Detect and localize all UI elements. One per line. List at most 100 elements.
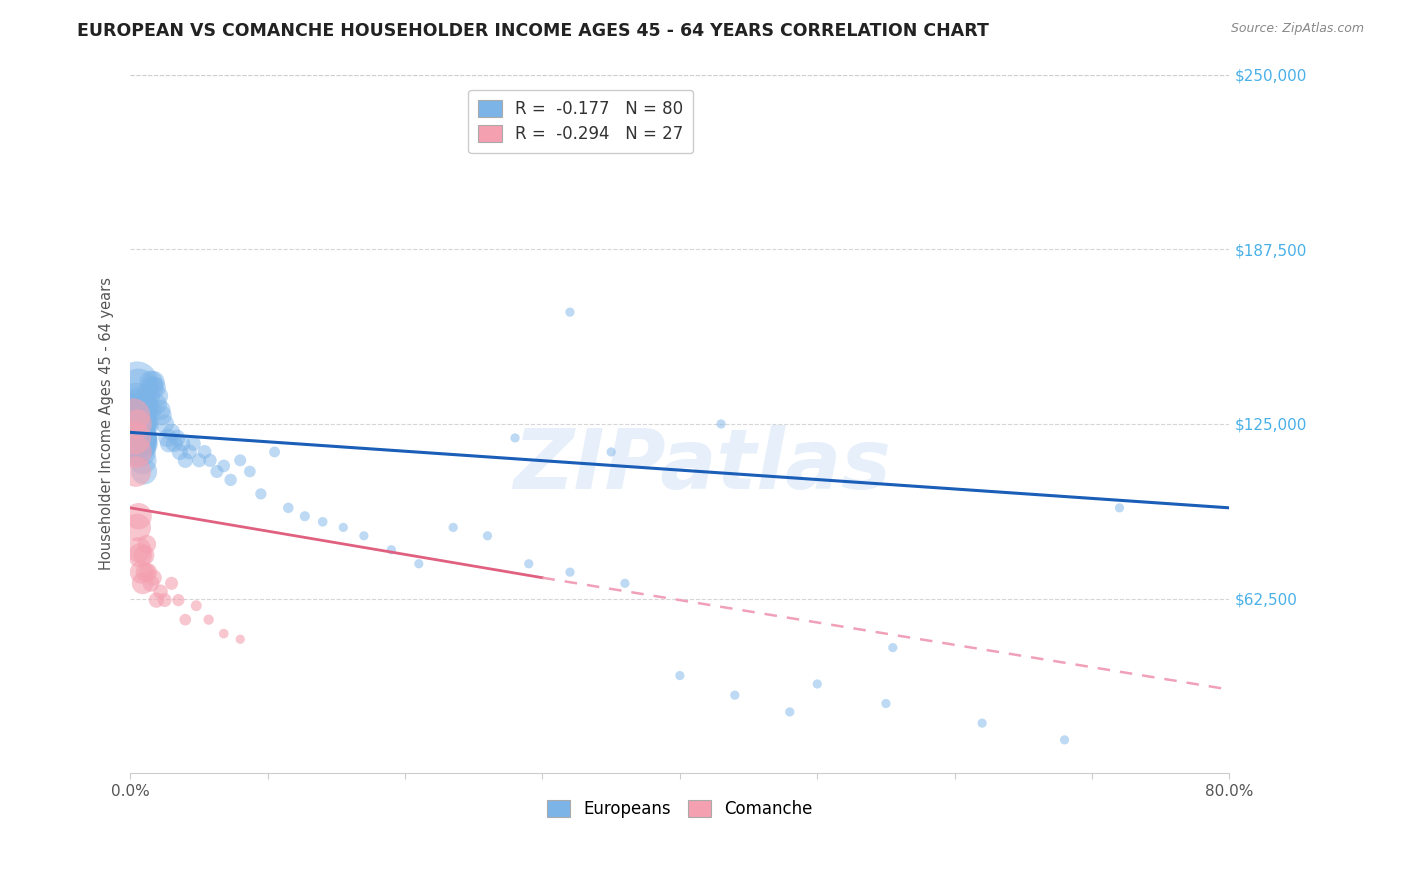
Point xyxy=(128,431,150,445)
Point xyxy=(174,613,197,627)
Point xyxy=(150,409,173,423)
Point xyxy=(183,436,205,450)
Point xyxy=(128,542,150,557)
Point xyxy=(145,593,167,607)
Point xyxy=(558,565,581,579)
Point xyxy=(131,453,153,467)
Point xyxy=(229,632,252,647)
Point xyxy=(380,542,402,557)
Point xyxy=(517,557,540,571)
Point xyxy=(174,453,197,467)
Point xyxy=(193,445,215,459)
Point xyxy=(277,500,299,515)
Text: ZIPatlas: ZIPatlas xyxy=(513,425,891,507)
Point xyxy=(600,445,623,459)
Point xyxy=(129,436,152,450)
Point xyxy=(132,465,155,479)
Point xyxy=(139,576,162,591)
Point xyxy=(128,409,150,423)
Point xyxy=(124,431,146,445)
Point xyxy=(179,445,201,459)
Point xyxy=(188,453,211,467)
Point xyxy=(135,417,157,431)
Point xyxy=(972,716,994,731)
Point xyxy=(172,436,194,450)
Point xyxy=(122,417,145,431)
Point xyxy=(153,417,176,431)
Point xyxy=(129,417,152,431)
Point xyxy=(169,445,191,459)
Point xyxy=(882,640,904,655)
Text: EUROPEAN VS COMANCHE HOUSEHOLDER INCOME AGES 45 - 64 YEARS CORRELATION CHART: EUROPEAN VS COMANCHE HOUSEHOLDER INCOME … xyxy=(77,22,990,40)
Point xyxy=(149,403,172,417)
Point xyxy=(166,431,188,445)
Point xyxy=(160,576,183,591)
Point xyxy=(132,431,155,445)
Point xyxy=(669,668,692,682)
Point xyxy=(125,397,148,411)
Point xyxy=(127,417,149,431)
Point xyxy=(124,409,146,423)
Point xyxy=(153,593,176,607)
Point xyxy=(125,445,148,459)
Point xyxy=(477,529,499,543)
Point xyxy=(1108,500,1130,515)
Point xyxy=(197,613,219,627)
Point xyxy=(129,549,152,563)
Point xyxy=(131,417,153,431)
Point xyxy=(142,375,165,389)
Point xyxy=(138,403,160,417)
Point xyxy=(212,626,235,640)
Point xyxy=(710,417,733,431)
Point xyxy=(239,465,262,479)
Point xyxy=(558,305,581,319)
Point xyxy=(135,537,157,551)
Point xyxy=(212,458,235,473)
Point xyxy=(134,565,156,579)
Point xyxy=(149,584,172,599)
Point xyxy=(127,375,149,389)
Point xyxy=(806,677,828,691)
Point xyxy=(441,520,464,534)
Point xyxy=(311,515,333,529)
Point xyxy=(724,688,747,702)
Point xyxy=(128,381,150,395)
Point xyxy=(142,571,165,585)
Point xyxy=(332,520,354,534)
Point xyxy=(779,705,801,719)
Point xyxy=(143,381,166,395)
Point xyxy=(198,453,221,467)
Point xyxy=(294,509,316,524)
Point xyxy=(141,381,163,395)
Point xyxy=(131,445,153,459)
Point xyxy=(127,403,149,417)
Point xyxy=(250,487,273,501)
Legend: Europeans, Comanche: Europeans, Comanche xyxy=(540,793,820,824)
Point xyxy=(136,565,159,579)
Point xyxy=(127,520,149,534)
Point xyxy=(205,465,228,479)
Point xyxy=(219,473,242,487)
Point xyxy=(127,417,149,431)
Point xyxy=(134,436,156,450)
Text: Source: ZipAtlas.com: Source: ZipAtlas.com xyxy=(1230,22,1364,36)
Point xyxy=(134,403,156,417)
Point xyxy=(163,436,186,450)
Point xyxy=(136,389,159,403)
Point xyxy=(1053,732,1076,747)
Point xyxy=(408,557,430,571)
Point xyxy=(131,576,153,591)
Point xyxy=(125,431,148,445)
Point xyxy=(145,397,167,411)
Point xyxy=(875,697,897,711)
Point xyxy=(263,445,285,459)
Point xyxy=(229,453,252,467)
Y-axis label: Householder Income Ages 45 - 64 years: Householder Income Ages 45 - 64 years xyxy=(100,277,114,571)
Point xyxy=(157,436,180,450)
Point xyxy=(613,576,636,591)
Point xyxy=(122,409,145,423)
Point xyxy=(124,436,146,450)
Point xyxy=(131,403,153,417)
Point xyxy=(131,565,153,579)
Point xyxy=(139,375,162,389)
